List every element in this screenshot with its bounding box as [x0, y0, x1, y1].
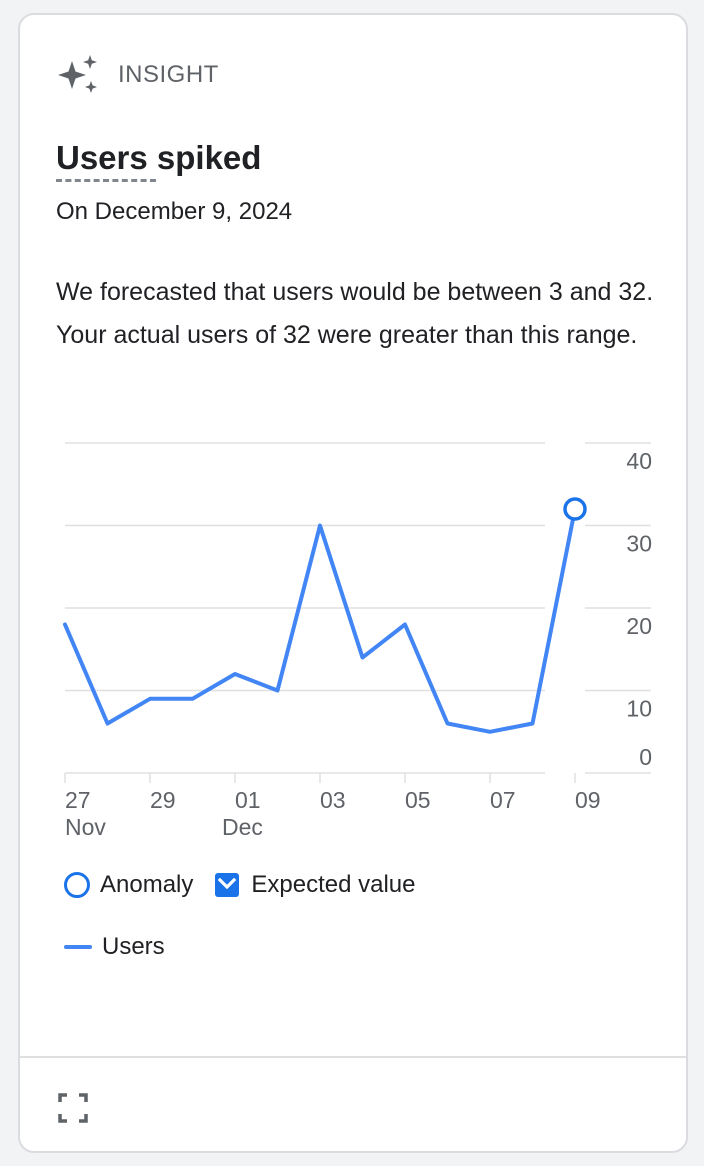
legend-users-label: Users — [102, 933, 165, 960]
y-tick-label-10: 10 — [626, 696, 652, 722]
insight-date: On December 9, 2024 — [56, 198, 293, 225]
y-tick-label-20: 20 — [626, 613, 652, 639]
anomaly-marker-icon — [64, 872, 90, 898]
chart-legend: Anomaly Expected value Users — [64, 871, 437, 961]
sparkle-icon — [58, 55, 97, 93]
x-tick-label-29: 29 — [150, 787, 176, 813]
users-line-swatch — [64, 945, 92, 949]
title-dashed-underline — [56, 179, 156, 182]
insight-card: INSIGHT Users spiked On December 9, 2024… — [18, 13, 688, 1153]
x-tick-label-09: 09 — [575, 787, 601, 813]
legend-anomaly-label: Anomaly — [100, 871, 194, 898]
insight-label: INSIGHT — [118, 61, 219, 88]
legend-expected-value: Expected value — [215, 871, 415, 899]
legend-anomaly: Anomaly — [64, 871, 193, 899]
anomaly-marker — [563, 497, 587, 521]
insight-description: We forecasted that users would be betwee… — [56, 278, 654, 349]
x-tick-label-27: 27 — [65, 787, 91, 813]
y-tick-label-30: 30 — [626, 531, 652, 557]
fullscreen-icon[interactable] — [58, 1093, 88, 1123]
x-sub-label-dec: Dec — [222, 814, 263, 840]
x-tick-label-03: 03 — [320, 787, 346, 813]
legend-users: Users — [64, 933, 165, 961]
legend-expected-label: Expected value — [251, 871, 416, 898]
users-series-line — [63, 507, 577, 734]
x-tick-label-05: 05 — [405, 787, 431, 813]
x-sub-label-nov: Nov — [65, 814, 106, 840]
y-tick-label-0: 0 — [639, 744, 652, 770]
x-tick-label-07: 07 — [490, 787, 516, 813]
y-tick-label-40: 40 — [626, 448, 652, 474]
x-tick-label-01: 01 — [235, 787, 261, 813]
card-header: INSIGHT — [56, 55, 219, 95]
expected-value-check-icon — [215, 873, 240, 897]
insight-title[interactable]: Users spiked — [56, 139, 262, 176]
footer-divider — [20, 1056, 686, 1058]
